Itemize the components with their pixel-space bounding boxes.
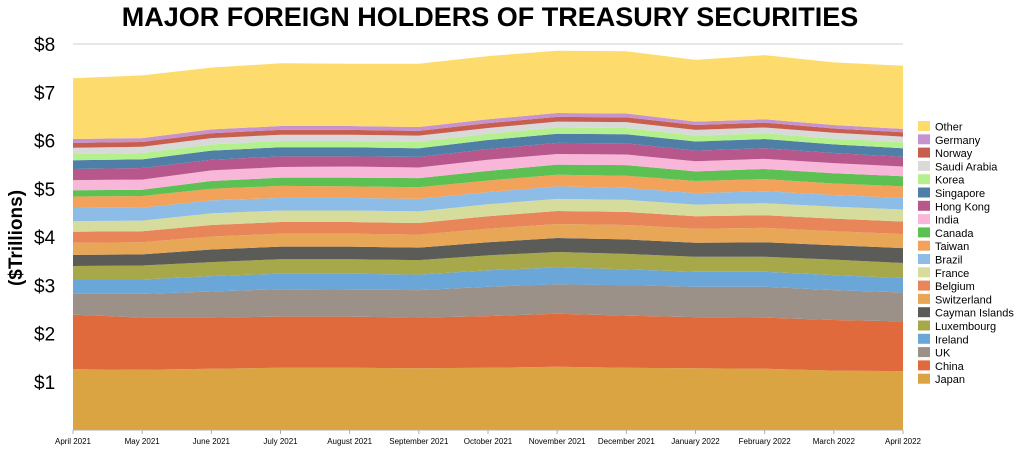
legend-label: India xyxy=(935,215,960,227)
area-norway xyxy=(73,116,903,148)
y-tick-label: $8 xyxy=(34,35,55,56)
area-other xyxy=(73,50,903,140)
legend-label: Cayman Islands xyxy=(935,308,1014,320)
x-tick-label: August 2021 xyxy=(327,437,372,446)
legend-label: France xyxy=(935,268,969,280)
chart-title: MAJOR FOREIGN HOLDERS OF TREASURY SECURI… xyxy=(121,2,859,32)
y-tick-label: $2 xyxy=(34,325,55,346)
area-canada xyxy=(73,164,903,197)
legend-swatch xyxy=(918,307,930,318)
legend-label: Saudi Arabia xyxy=(935,161,998,173)
x-tick-label: April 2021 xyxy=(55,437,92,446)
y-tick-label: $3 xyxy=(34,276,55,297)
area-singapore xyxy=(73,133,903,169)
legend-swatch xyxy=(918,160,930,171)
legend-label: Germany xyxy=(935,135,981,147)
legend-swatch xyxy=(918,254,930,264)
legend-label: Taiwan xyxy=(935,241,969,253)
area-cayman-islands xyxy=(73,237,903,266)
legend-label: Ireland xyxy=(935,334,969,346)
x-tick-label: May 2021 xyxy=(125,437,161,446)
legend-label: Luxembourg xyxy=(935,321,996,333)
legend-swatch xyxy=(918,360,930,371)
legend-swatch xyxy=(918,214,930,225)
legend-swatch xyxy=(918,347,930,358)
legend-swatch xyxy=(918,174,930,185)
legend-swatch xyxy=(918,333,930,344)
area-ireland xyxy=(73,267,903,294)
legend-label: Other xyxy=(935,122,963,134)
area-uk xyxy=(73,284,903,322)
area-france xyxy=(73,198,903,232)
x-tick-label: June 2021 xyxy=(193,437,231,446)
axes: $1 $2 $3 $4 $5 $6 $7 $8 April 2021 May 2021 June 2… xyxy=(34,35,922,446)
area-luxembourg xyxy=(73,251,903,280)
x-tick-label: October 2021 xyxy=(464,437,513,446)
x-tick-label: April 2022 xyxy=(885,437,922,446)
area-switzerland xyxy=(73,223,903,255)
legend-label: Canada xyxy=(935,228,974,240)
legend-label: Japan xyxy=(935,374,965,386)
y-tick-label: $1 xyxy=(34,373,55,394)
legend-label: China xyxy=(935,361,965,373)
x-tick-label: December 2021 xyxy=(598,437,655,446)
x-tick-label: January 2022 xyxy=(671,437,720,446)
area-india xyxy=(73,154,903,191)
legend-swatch xyxy=(918,134,930,145)
x-tick-label: November 2021 xyxy=(529,437,586,446)
area-germany xyxy=(73,112,903,143)
x-tick-label: February 2022 xyxy=(739,437,792,446)
legend-label: Singapore xyxy=(935,188,985,200)
area-japan xyxy=(73,366,903,430)
legend-swatch xyxy=(918,227,930,238)
y-tick-label: $5 xyxy=(34,180,55,201)
legend-label: UK xyxy=(935,348,951,360)
legend-swatch xyxy=(918,121,930,131)
area-hong-kong xyxy=(73,142,903,181)
x-tick-label: March 2022 xyxy=(813,437,856,446)
area-saudi-arabia xyxy=(73,121,903,155)
legend-label: Hong Kong xyxy=(935,201,990,213)
y-axis-label: ($Trillions) xyxy=(6,190,27,286)
legend-label: Brazil xyxy=(935,255,963,267)
stacked-areas xyxy=(73,50,903,430)
legend-label: Norway xyxy=(935,148,973,160)
x-tick-label: September 2021 xyxy=(389,437,449,446)
y-tick-label: $6 xyxy=(34,132,55,153)
legend-swatch xyxy=(918,147,930,158)
area-brazil xyxy=(73,186,903,222)
area-china xyxy=(73,313,903,372)
legend-swatch xyxy=(918,280,930,291)
legend-label: Korea xyxy=(935,175,965,187)
legend-swatch xyxy=(918,200,930,211)
legend-label: Switzerland xyxy=(935,294,992,306)
legend-swatch xyxy=(918,320,930,331)
area-taiwan xyxy=(73,174,903,209)
legend-swatch xyxy=(918,267,930,278)
y-tick-label: $7 xyxy=(34,83,55,104)
legend-swatch xyxy=(918,293,930,304)
legend-label: Belgium xyxy=(935,281,975,293)
legend-swatch xyxy=(918,240,930,251)
legend-swatch xyxy=(918,373,930,384)
legend-swatch xyxy=(918,187,930,198)
area-belgium xyxy=(73,210,903,243)
x-tick-label: July 2021 xyxy=(263,437,298,446)
y-tick-label: $4 xyxy=(34,228,56,249)
